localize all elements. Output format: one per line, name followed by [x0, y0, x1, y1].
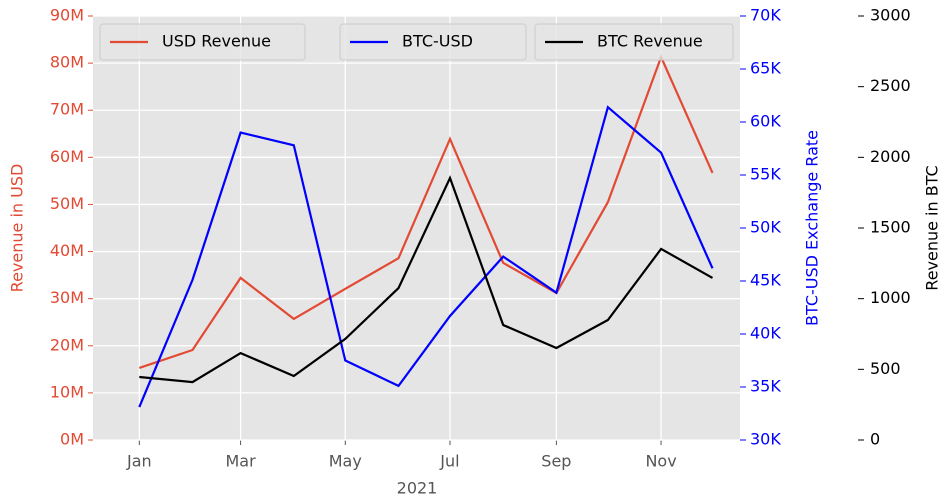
y2-tick-label: 55K: [750, 165, 781, 184]
y-axis-label: Revenue in USD: [8, 164, 27, 293]
y2-axis-label: BTC-USD Exchange Rate: [803, 130, 822, 326]
x-tick-label: Sep: [541, 452, 571, 471]
y2-tick-label: 50K: [750, 218, 781, 237]
y2-tick-label: 30K: [750, 430, 781, 449]
x-tick-label: Jul: [439, 452, 459, 471]
y3-axis-label: Revenue in BTC: [923, 165, 942, 290]
plot-area: [93, 16, 740, 440]
y2-tick-label: 70K: [750, 6, 781, 25]
y3-tick-label: 500: [870, 359, 901, 378]
x-tick-label: May: [329, 452, 362, 471]
y2-tick-label: 40K: [750, 324, 781, 343]
legend-label: BTC-USD: [402, 32, 473, 51]
series-line: [138, 54, 714, 369]
y-tick-label: 10M: [50, 382, 84, 401]
y-tick-label: 20M: [50, 335, 84, 354]
legend-box: [339, 23, 527, 61]
x-tick-label: Mar: [225, 452, 256, 471]
y3-tick-label: 1000: [870, 288, 911, 307]
legend-label: USD Revenue: [162, 32, 271, 51]
y-tick-label: 90M: [50, 6, 84, 25]
legend-label: BTC Revenue: [597, 32, 703, 51]
y-tick-label: 0M: [60, 430, 84, 449]
y-tick-label: 80M: [50, 53, 84, 72]
y-tick-label: 30M: [50, 288, 84, 307]
y3-tick-label: 3000: [870, 6, 911, 25]
y3-tick-label: 0: [870, 430, 880, 449]
y-tick-label: 40M: [50, 241, 84, 260]
y2-tick-label: 35K: [750, 377, 781, 396]
series-line: [138, 105, 714, 408]
y2-tick-label: 65K: [750, 59, 781, 78]
y2-tick-label: 45K: [750, 271, 781, 290]
y3-tick-label: 2000: [870, 147, 911, 166]
y-tick-label: 60M: [50, 147, 84, 166]
y3-tick-label: 2500: [870, 76, 911, 95]
legend-box: [99, 23, 306, 61]
y3-tick-label: 1500: [870, 218, 911, 237]
series-line: [139, 175, 714, 384]
x-tick-label: Jan: [126, 452, 152, 471]
y-tick-label: 70M: [50, 100, 84, 119]
legend-box: [534, 23, 734, 61]
x-axis-label: 2021: [397, 479, 438, 498]
y2-tick-label: 60K: [750, 112, 781, 131]
x-tick-label: Nov: [645, 452, 676, 471]
y-tick-label: 50M: [50, 194, 84, 213]
